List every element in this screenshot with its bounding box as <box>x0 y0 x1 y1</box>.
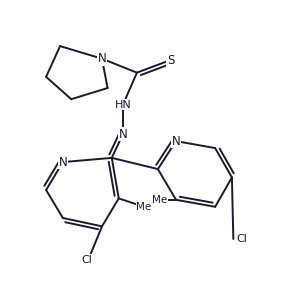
Text: N: N <box>119 128 127 141</box>
Text: N: N <box>97 52 106 65</box>
Text: Cl: Cl <box>236 234 247 244</box>
Text: S: S <box>167 54 174 67</box>
Text: N: N <box>58 155 67 169</box>
Text: Me: Me <box>136 202 152 212</box>
Text: Cl: Cl <box>81 255 92 265</box>
Text: Me: Me <box>152 195 167 205</box>
Text: HN: HN <box>115 100 131 110</box>
Text: N: N <box>172 135 180 148</box>
